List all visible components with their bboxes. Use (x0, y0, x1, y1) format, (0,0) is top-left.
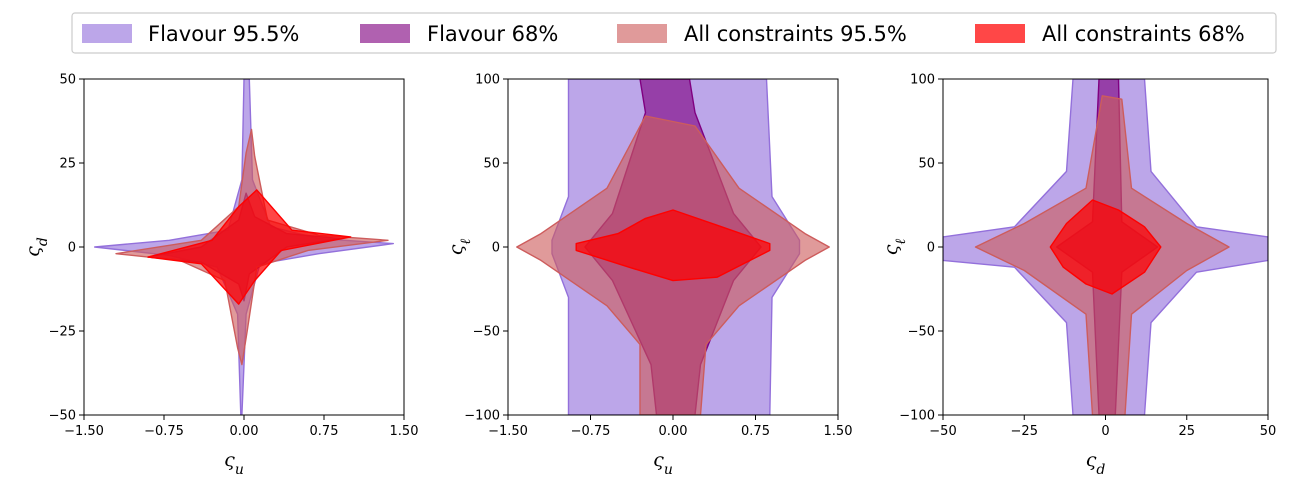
legend-item-flavour-95: Flavour 95.5% (82, 22, 299, 46)
y-tick-label: −25 (49, 325, 76, 340)
x-tick-label: 0 (1101, 424, 1109, 439)
x-tick-label: 0.00 (230, 424, 259, 439)
y-tick-label: −50 (908, 325, 935, 340)
x-tick-label: −25 (1011, 424, 1038, 439)
x-tick-label: −0.75 (571, 424, 611, 439)
x-tick-label: −1.50 (64, 424, 104, 439)
y-axis-label: ςd (22, 237, 51, 257)
x-tick-label: 1.50 (824, 424, 853, 439)
y-tick-label: −50 (473, 325, 500, 340)
legend-swatch-flavour-68 (360, 24, 410, 43)
legend-item-all-68: All constraints 68% (975, 22, 1245, 46)
y-tick-label: 0 (927, 241, 935, 256)
x-axis-label: ςd (1086, 449, 1106, 478)
legend: Flavour 95.5% Flavour 68% All constraint… (71, 12, 1277, 54)
y-tick-label: 50 (59, 73, 76, 88)
legend-label-all-95: All constraints 95.5% (684, 22, 907, 46)
x-tick-label: −50 (929, 424, 956, 439)
contour-all-68 (147, 189, 352, 305)
legend-swatch-all-95 (617, 24, 667, 43)
y-tick-label: 0 (492, 241, 500, 256)
contour-group (516, 79, 830, 415)
x-tick-label: 0.75 (741, 424, 770, 439)
contour-group (93, 79, 394, 415)
legend-label-flavour-95: Flavour 95.5% (148, 22, 299, 46)
legend-item-flavour-68: Flavour 68% (360, 22, 558, 46)
y-tick-label: 50 (918, 157, 935, 172)
x-tick-label: 0.75 (310, 424, 339, 439)
x-tick-label: −1.50 (488, 424, 528, 439)
contour-all-68 (1049, 199, 1162, 295)
x-tick-label: 1.50 (390, 424, 419, 439)
y-tick-label: 25 (59, 157, 76, 172)
y-tick-label: −100 (899, 409, 935, 424)
x-axis-label: ςu (653, 449, 673, 478)
y-tick-label: −100 (464, 409, 500, 424)
y-tick-label: 0 (68, 241, 76, 256)
y-tick-label: 100 (475, 73, 500, 88)
y-tick-label: −50 (49, 409, 76, 424)
y-axis-label: ςℓ (880, 239, 909, 256)
legend-item-all-95: All constraints 95.5% (617, 22, 907, 46)
panel-2: −1.50 −0.75 0.00 0.75 1.50 −100 −50 0 50 100 ςu ςℓ (445, 73, 852, 479)
legend-label-flavour-68: Flavour 68% (427, 22, 558, 46)
x-tick-label: −0.75 (144, 424, 184, 439)
x-tick-label: 25 (1178, 424, 1195, 439)
x-axis-label: ςu (224, 449, 244, 478)
x-tick-label: 50 (1260, 424, 1277, 439)
panel-1: −1.50 −0.75 0.00 0.75 1.50 −50 −25 0 25 50 ςu ςd (22, 73, 418, 479)
y-tick-label: 100 (910, 73, 935, 88)
contour-all-68 (575, 209, 771, 282)
x-tick-label: 0.00 (659, 424, 688, 439)
y-tick-label: 50 (483, 157, 500, 172)
legend-swatch-flavour-95 (82, 24, 132, 43)
contour-group (943, 79, 1268, 415)
legend-swatch-all-68 (975, 24, 1025, 43)
legend-label-all-68: All constraints 68% (1042, 22, 1245, 46)
y-axis-label: ςℓ (445, 239, 474, 256)
